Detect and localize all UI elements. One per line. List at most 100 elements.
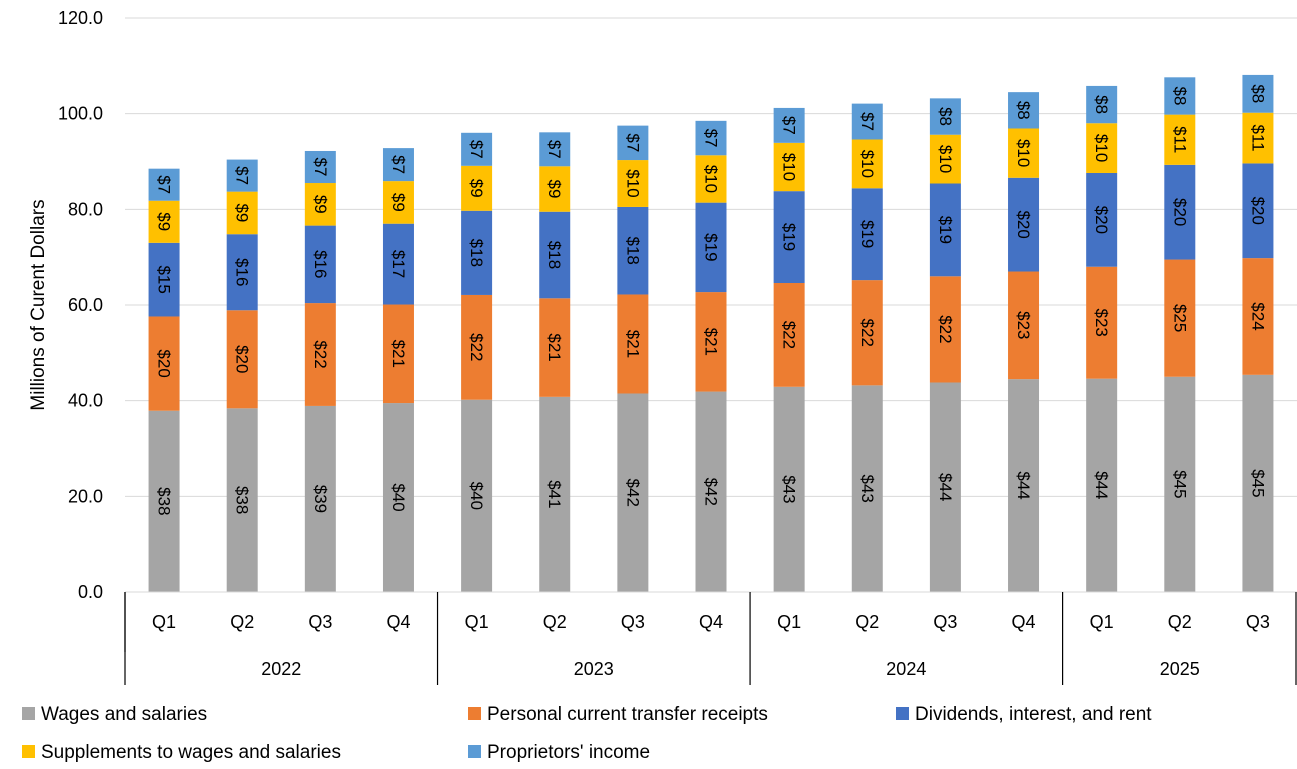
bar-segment [1008, 128, 1040, 178]
bar-segment [1086, 378, 1118, 592]
x-tick-label: Q3 [1246, 612, 1270, 632]
data-label: $40 [389, 483, 408, 511]
data-label: $22 [311, 340, 330, 368]
data-label: $25 [1170, 304, 1189, 332]
data-label: $10 [702, 165, 721, 193]
y-tick-label: 40.0 [68, 391, 103, 411]
bar-segment [929, 382, 961, 592]
data-label: $19 [936, 216, 955, 244]
legend: Wages and salaries Personal current trans… [22, 704, 1152, 763]
data-label: $17 [389, 250, 408, 278]
data-label: $9 [155, 212, 174, 231]
bar-segment [1086, 123, 1118, 173]
data-label: $19 [858, 220, 877, 248]
y-tick-label: 100.0 [58, 104, 103, 124]
bar-segment [1164, 114, 1196, 165]
data-label: $20 [1248, 197, 1267, 225]
bar-segment [148, 168, 180, 201]
data-label: $39 [311, 485, 330, 513]
y-axis-title: Millions of Curent Dollars [28, 199, 49, 410]
legend-label: Wages and salaries [41, 704, 207, 725]
data-label: $21 [623, 330, 642, 358]
data-label: $7 [233, 166, 252, 185]
bar-segment [773, 107, 805, 143]
bar-segment [1164, 376, 1196, 592]
x-tick-label: Q4 [386, 612, 410, 632]
x-group-label: 2024 [886, 659, 926, 679]
legend-label: Personal current transfer receipts [487, 704, 768, 725]
bar-segment [1242, 112, 1274, 164]
bar-segment [148, 410, 180, 592]
bar-segment [929, 98, 961, 135]
bar-segment [695, 120, 727, 156]
data-label: $42 [623, 479, 642, 507]
x-tick-label: Q3 [308, 612, 332, 632]
x-tick-label: Q1 [777, 612, 801, 632]
bar-segment [1086, 172, 1118, 267]
data-label: $10 [1014, 139, 1033, 167]
data-label: $42 [702, 478, 721, 506]
data-label: $19 [702, 233, 721, 261]
x-tick-label: Q2 [543, 612, 567, 632]
data-label: $7 [155, 175, 174, 194]
data-label: $10 [1092, 134, 1111, 162]
x-group-label: 2023 [574, 659, 614, 679]
data-label: $8 [1092, 95, 1111, 114]
bar-segment [304, 405, 336, 592]
x-tick-label: Q1 [465, 612, 489, 632]
x-group-label: 2025 [1160, 659, 1200, 679]
bars: $38 $20 $15 $9 $7 $38 $20 $16 $9 $7 $39 $22 $16 $9 $7 $… [148, 74, 1274, 592]
data-label: $11 [1248, 125, 1267, 152]
data-label: $20 [1092, 206, 1111, 234]
data-label: $24 [1248, 302, 1267, 330]
x-tick-label: Q1 [152, 612, 176, 632]
bar-segment [1164, 77, 1196, 115]
data-label: $7 [702, 129, 721, 148]
bar-segment [148, 200, 180, 243]
legend-label: Supplements to wages and salaries [41, 742, 341, 763]
legend-swatch [468, 707, 481, 720]
legend-swatch [22, 707, 35, 720]
data-label: $7 [858, 112, 877, 131]
bar-segment [617, 125, 649, 161]
data-label: $7 [545, 140, 564, 159]
data-label: $16 [311, 250, 330, 278]
data-label: $7 [780, 116, 799, 135]
x-tick-label: Q4 [699, 612, 723, 632]
y-tick-label: 0.0 [78, 582, 103, 602]
bar-segment [1008, 92, 1040, 129]
bar-segment [461, 399, 493, 592]
data-label: $10 [936, 145, 955, 173]
data-label: $23 [1092, 309, 1111, 337]
x-tick-label: Q2 [230, 612, 254, 632]
data-label: $9 [311, 195, 330, 214]
data-label: $7 [467, 140, 486, 159]
bar-segment [929, 134, 961, 184]
bar-segment [539, 396, 571, 592]
data-label: $8 [1170, 87, 1189, 106]
bar-segment [1164, 259, 1196, 377]
bar-segment [382, 181, 414, 224]
bar-segment [1164, 164, 1196, 260]
bar-segment [539, 166, 571, 212]
bar-segment [226, 408, 258, 592]
bar-segment [1242, 258, 1274, 375]
data-label: $22 [936, 315, 955, 343]
bar-segment [1242, 374, 1274, 592]
legend-swatch [468, 745, 481, 758]
data-label: $8 [1248, 84, 1267, 103]
bar-segment [773, 142, 805, 192]
bar-segment [851, 280, 883, 386]
bar-segment [1086, 85, 1118, 124]
bar-segment [382, 403, 414, 592]
bar-segment [695, 292, 727, 392]
data-label: $21 [389, 340, 408, 368]
data-label: $44 [1092, 471, 1111, 499]
data-label: $7 [389, 155, 408, 174]
bar-segment [226, 191, 258, 235]
y-tick-label: 60.0 [68, 295, 103, 315]
bar-segment [382, 148, 414, 182]
data-label: $22 [467, 333, 486, 361]
bar-segment [1008, 177, 1040, 272]
bar-segment [617, 160, 649, 207]
